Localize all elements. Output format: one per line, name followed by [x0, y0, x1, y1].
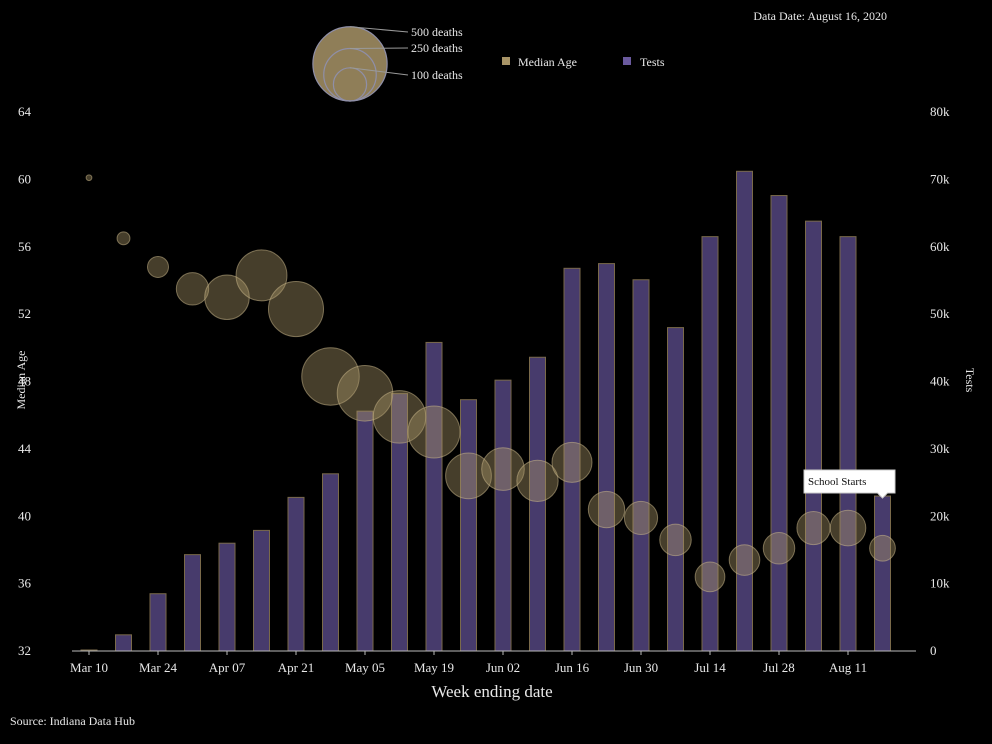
size-legend-label: 100 deaths	[411, 68, 463, 82]
bubble-size-legend: 500 deaths 250 deaths 100 deaths	[312, 25, 463, 102]
size-legend-leader	[349, 47, 409, 50]
median-age-bubble	[694, 561, 726, 593]
median-age-bubble	[728, 544, 761, 576]
y-left-tick-label: 56	[18, 239, 32, 254]
y-right-tick-label: 50k	[930, 306, 950, 321]
size-legend-leader	[349, 67, 409, 76]
tests-bar	[322, 473, 339, 652]
median-age-bubble	[147, 255, 169, 278]
median-age-bubble	[623, 500, 659, 536]
x-tick-label: Apr 21	[278, 660, 314, 675]
median-age-bubble	[445, 452, 492, 500]
tests-bar	[287, 496, 305, 652]
tests-bar	[805, 220, 822, 652]
size-legend-circle	[312, 26, 388, 102]
median-age-bubble	[551, 441, 593, 483]
tests-bar	[529, 356, 546, 652]
size-legend-label: 500 deaths	[411, 25, 463, 39]
tests-bar	[460, 399, 477, 652]
median-age-bubble	[301, 347, 360, 406]
median-age-bubble	[407, 405, 461, 459]
source-note: Source: Indiana Data Hub	[10, 714, 135, 728]
median-age-bubble	[336, 365, 394, 422]
x-tick-label: Jun 16	[555, 660, 590, 675]
tests-bar	[839, 236, 857, 652]
median-age-bubble	[587, 490, 626, 529]
median-age-bubble	[762, 532, 796, 565]
y-right-tick-label: 40k	[930, 374, 950, 389]
legend-tests-swatch	[623, 57, 631, 65]
y-left-tick-label: 52	[18, 306, 31, 321]
y-right-tick-label: 80k	[930, 104, 950, 119]
median-age-bubble	[516, 459, 559, 503]
tests-bar	[632, 279, 650, 652]
median-age-bubble	[175, 272, 210, 306]
x-tick-label: Apr 07	[209, 660, 246, 675]
tests-bar	[115, 634, 132, 652]
y-left-tick-label: 40	[18, 508, 31, 523]
tests-bar	[253, 529, 270, 652]
size-legend-label: 250 deaths	[411, 41, 463, 55]
x-tick-label: Jun 30	[624, 660, 658, 675]
y-left-tick-label: 36	[18, 576, 32, 591]
axes: 32 36 40 44 48 52 56 60 64 0 10k 20k 30k 40k 50k 60k 70k…	[18, 104, 950, 675]
median-age-bubbles	[85, 174, 896, 593]
y-right-tick-label: 60k	[930, 239, 950, 254]
y-left-axis-title: Median Age	[14, 351, 28, 410]
size-legend-leader	[349, 26, 409, 33]
tests-bar	[598, 263, 615, 652]
legend: 500 deaths 250 deaths 100 deaths Median Ag…	[312, 25, 665, 102]
annotation-box	[803, 469, 896, 499]
median-age-bubble	[85, 174, 93, 182]
median-age-bubble	[829, 509, 867, 547]
median-age-bubble	[659, 523, 692, 557]
tests-bar	[149, 593, 167, 652]
median-age-bubble	[481, 447, 525, 491]
x-tick-label: Jun 02	[486, 660, 520, 675]
tests-bar	[494, 379, 512, 652]
school-starts-annotation: School Starts	[803, 469, 896, 499]
y-left-tick-label: 44	[18, 441, 32, 456]
y-right-axis-title: Tests	[963, 368, 977, 393]
tests-bars	[80, 170, 891, 652]
x-tick-label: Mar 24	[139, 660, 177, 675]
median-age-bubble	[372, 390, 427, 444]
median-age-bubble	[235, 249, 288, 302]
x-tick-label: Aug 11	[829, 660, 867, 675]
y-right-tick-label: 0	[930, 643, 937, 658]
y-left-tick-label: 48	[18, 374, 31, 389]
x-tick-label: May 05	[345, 660, 385, 675]
y-left-tick-label: 64	[18, 104, 32, 119]
tests-bar	[184, 554, 201, 652]
median-age-bubble	[796, 510, 831, 546]
x-axis-title: Week ending date	[431, 682, 552, 701]
tests-bar	[874, 495, 891, 652]
annotation-text: School Starts	[808, 476, 866, 488]
y-left-tick-label: 60	[18, 171, 31, 186]
y-right-tick-label: 10k	[930, 576, 950, 591]
legend-median-age-swatch	[502, 57, 510, 65]
y-left-tick-label: 32	[18, 643, 31, 658]
legend-tests-label: Tests	[640, 55, 665, 69]
x-tick-label: Jul 14	[694, 660, 726, 675]
y-right-tick-label: 20k	[930, 508, 950, 523]
x-tick-label: Jul 28	[763, 660, 794, 675]
y-right-tick-label: 70k	[930, 171, 950, 186]
tests-bar	[770, 195, 788, 652]
tests-bar	[356, 410, 374, 652]
y-right-tick-label: 30k	[930, 441, 950, 456]
tests-bar	[736, 170, 753, 652]
legend-median-age-label: Median Age	[518, 55, 577, 69]
tests-bar	[218, 542, 236, 652]
median-age-bubble	[267, 281, 325, 338]
median-age-bubble	[116, 231, 131, 246]
x-tick-label: May 19	[414, 660, 454, 675]
median-age-bubble	[869, 534, 896, 562]
x-tick-label: Mar 10	[70, 660, 108, 675]
tests-bar	[425, 341, 443, 652]
tests-bar	[667, 327, 684, 652]
data-date: Data Date: August 16, 2020	[753, 9, 887, 23]
